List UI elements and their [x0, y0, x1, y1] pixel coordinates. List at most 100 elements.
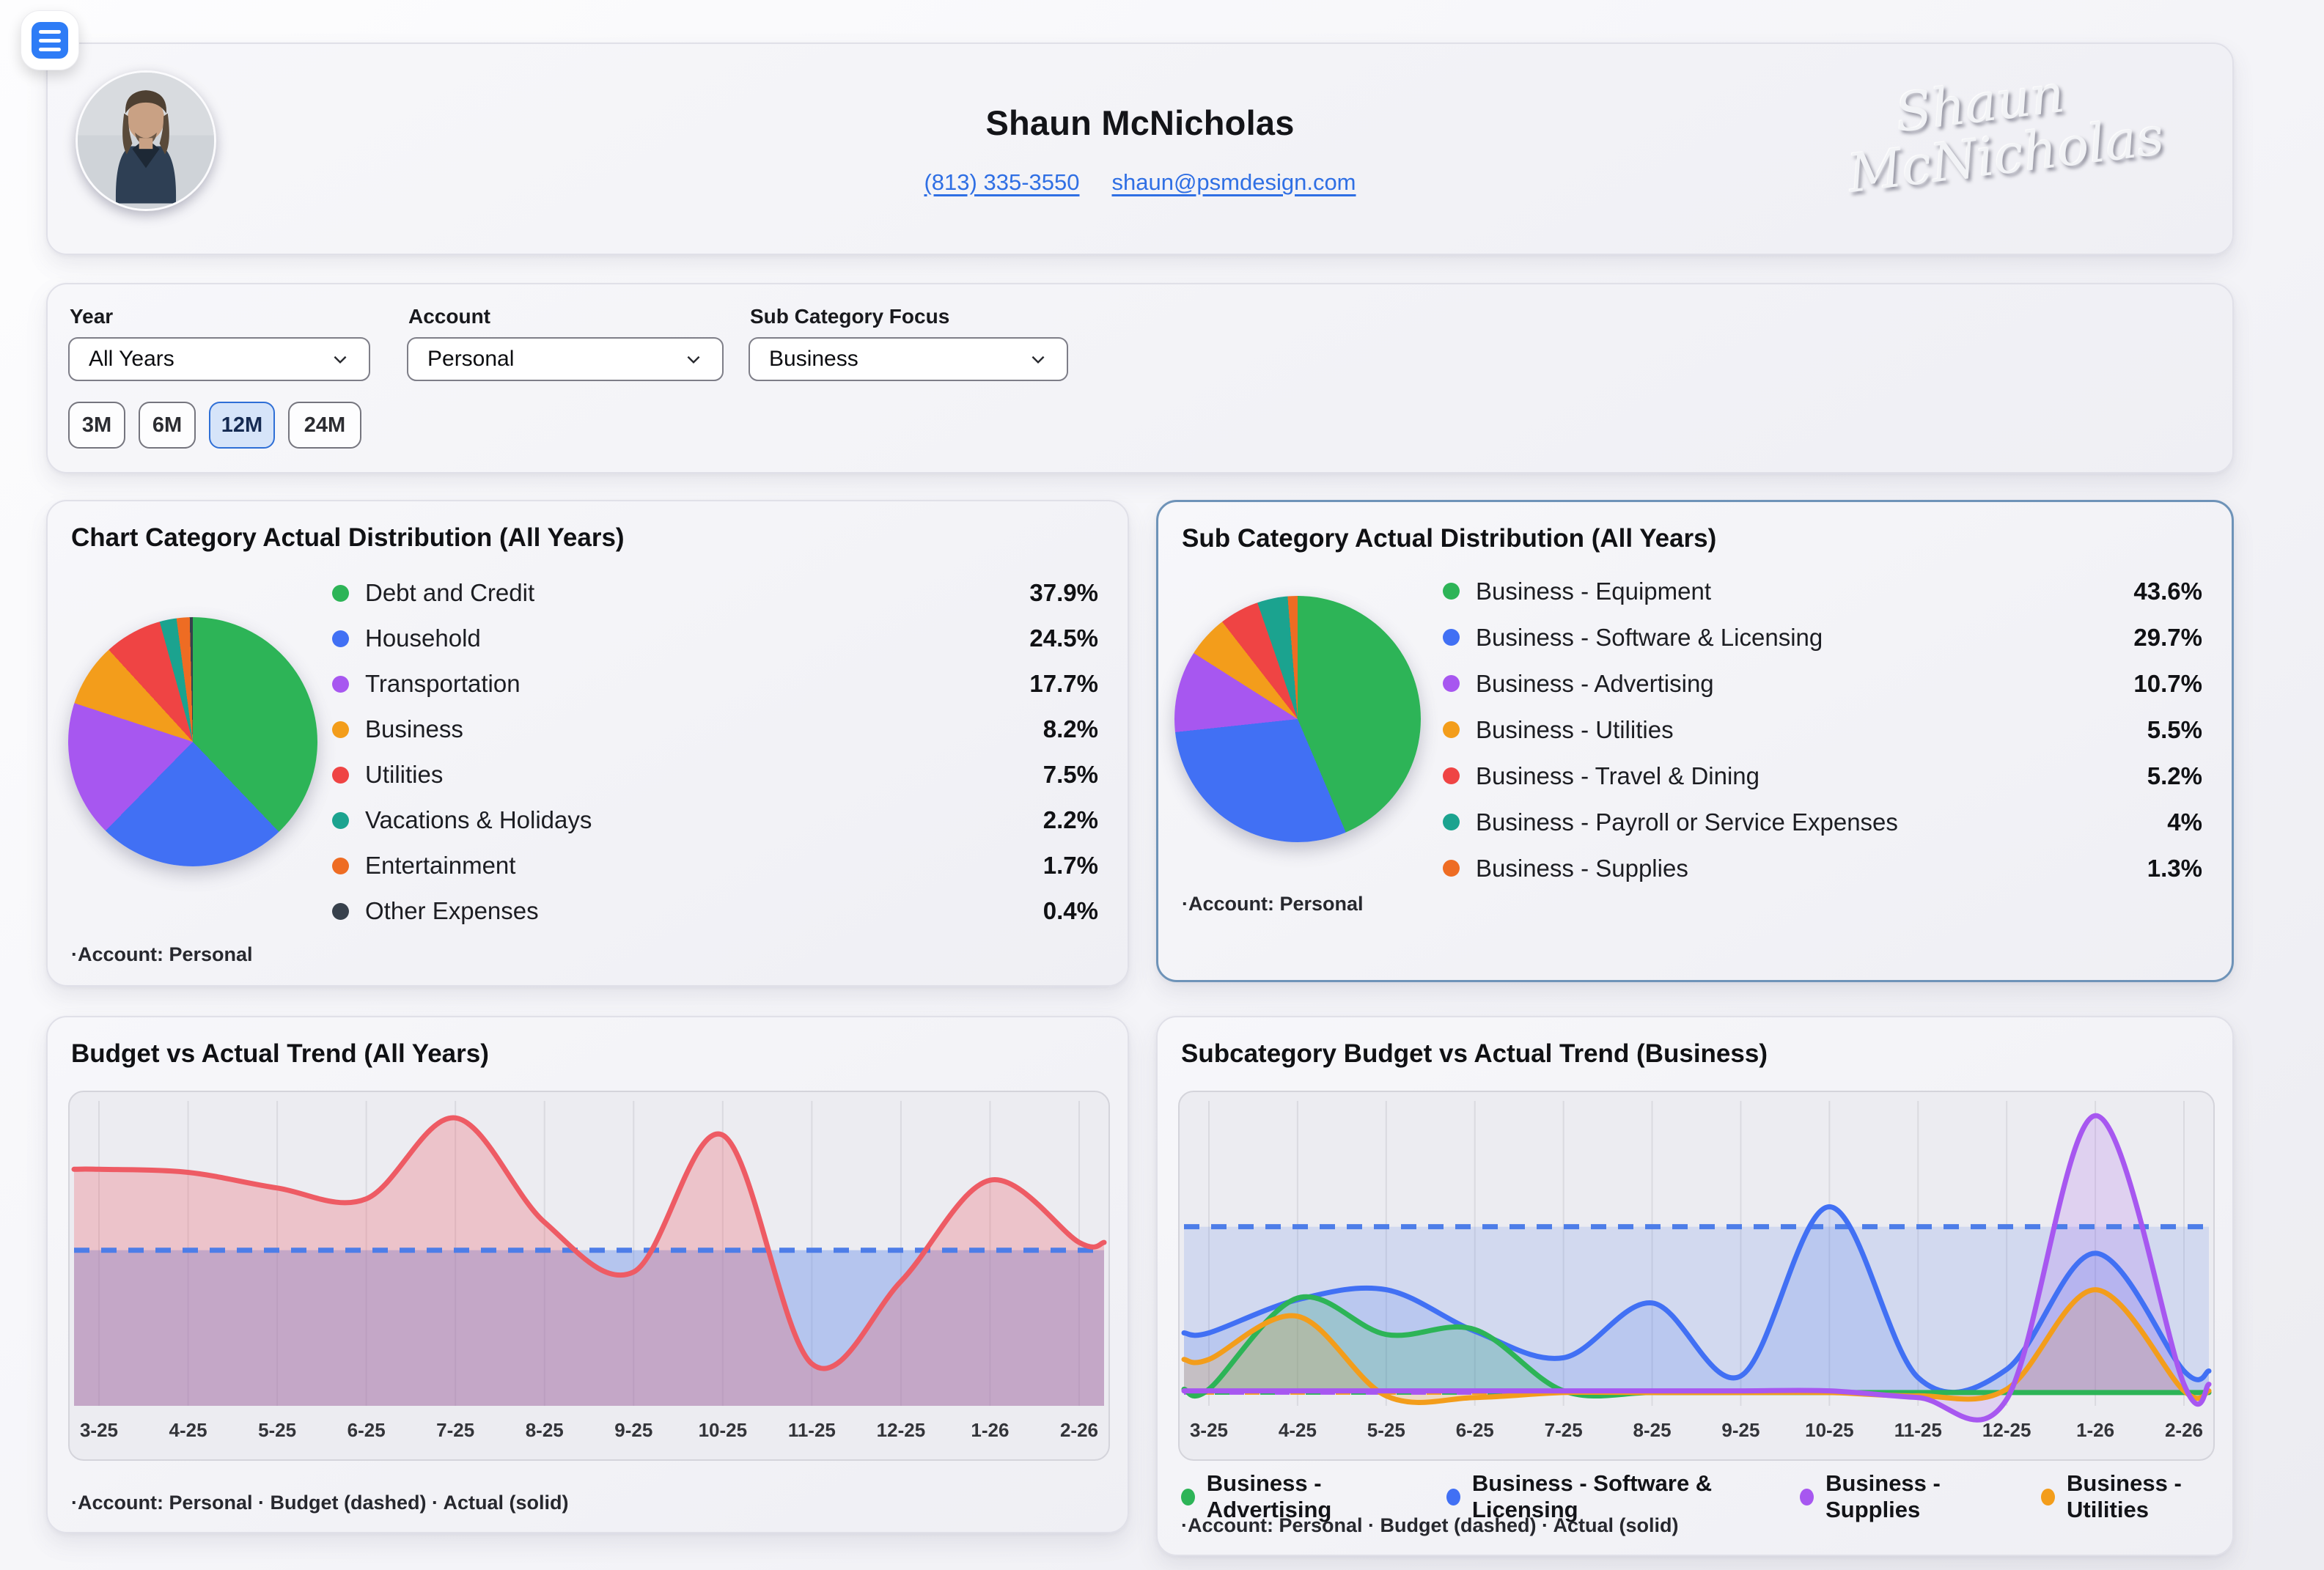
legend-row: Utilities 7.5% [332, 752, 1098, 797]
menu-button[interactable] [21, 10, 79, 70]
legend-label: Transportation [365, 670, 521, 697]
range-button-12m[interactable]: 12M [209, 402, 275, 449]
legend-color-dot [2041, 1488, 2055, 1505]
range-button-24m[interactable]: 24M [288, 402, 361, 449]
x-axis-label: 10-25 [1805, 1419, 1854, 1441]
legend-row: Business - Utilities 5.5% [1443, 707, 2202, 753]
legend-label: Other Expenses [365, 897, 539, 924]
legend-color-dot [332, 584, 349, 602]
legend-row: Business - Software & Licensing 29.7% [1443, 614, 2202, 660]
legend-item: Business - Software & Licensing [1446, 1470, 1760, 1523]
legend-row: Entertainment 1.7% [332, 843, 1098, 888]
year-select[interactable]: All Years [68, 337, 370, 381]
subcategory-trend-chart: 3-25 4-25 5-25 6-25 7-25 8-25 9-25 10-25 11-25 12… [1178, 1091, 2215, 1461]
legend-color-dot [332, 857, 349, 874]
x-axis-label: 6-25 [1456, 1419, 1494, 1441]
legend-row: Household 24.5% [332, 616, 1098, 661]
legend-label: Business - Utilities [2067, 1470, 2182, 1522]
legend-percent: 0.4% [1043, 897, 1098, 924]
phone-link[interactable]: (813) 335-3550 [924, 169, 1080, 195]
range-button-3m[interactable]: 3M [68, 402, 125, 449]
legend-color-dot [332, 766, 349, 784]
legend-label: Business - Utilities [1476, 715, 1674, 743]
legend-color-dot [332, 811, 349, 829]
legend-color-dot [1443, 629, 1460, 646]
x-axis-label: 5-25 [1367, 1419, 1405, 1441]
legend-color-dot [1443, 860, 1460, 877]
legend-row: Business - Supplies 1.3% [1443, 845, 2202, 891]
x-axis-label: 11-25 [788, 1419, 836, 1441]
legend-label: Business - Equipment [1476, 577, 1711, 605]
series-area [74, 1117, 1104, 1406]
category-pie-chart [68, 617, 317, 866]
header-card: Shaun McNicholas (813) 335-3550 shaun@ps… [46, 43, 2234, 255]
legend-item: Business - Supplies [1800, 1470, 2001, 1523]
legend-label: Business - Software & Licensing [1476, 623, 1823, 651]
legend-row: Transportation 17.7% [332, 661, 1098, 707]
contact-row: (813) 335-3550 shaun@psmdesign.com [924, 169, 1356, 196]
filters-card: Year Account Sub Category Focus All Year… [46, 283, 2234, 473]
x-axis-label: 6-25 [348, 1419, 386, 1441]
legend-color-dot [1446, 1488, 1460, 1505]
x-axis-label: 10-25 [699, 1419, 748, 1441]
subcategory-distribution-card: Sub Category Actual Distribution (All Ye… [1156, 500, 2234, 982]
x-axis-label: 4-25 [169, 1419, 207, 1441]
legend-color-dot [1181, 1488, 1195, 1505]
legend-row: Debt and Credit 37.9% [332, 570, 1098, 616]
account-label: Account [408, 305, 490, 328]
legend-percent: 29.7% [2133, 623, 2202, 651]
subcategory-focus-select[interactable]: Business [749, 337, 1068, 381]
legend-percent: 10.7% [2133, 669, 2202, 697]
x-axis-label: 3-25 [80, 1419, 118, 1441]
sub-trend-legend: Business - Advertising Business - Softwar… [1181, 1470, 2232, 1523]
legend-color-dot [332, 720, 349, 738]
legend-row: Business - Equipment 43.6% [1443, 568, 2202, 614]
legend-row: Business - Payroll or Service Expenses 4% [1443, 799, 2202, 845]
legend-percent: 1.7% [1043, 852, 1098, 879]
legend-color-dot [1443, 583, 1460, 600]
category-pie-footer: ·Account: Personal [71, 943, 253, 965]
legend-percent: 4% [2167, 808, 2202, 836]
legend-label: Business - Software & Licensing [1471, 1470, 1713, 1522]
legend-label: Business - Advertising [1476, 669, 1714, 697]
chevron-down-icon [334, 355, 347, 364]
legend-percent: 5.5% [2147, 715, 2202, 743]
subcategory-pie-title: Sub Category Actual Distribution (All Ye… [1182, 524, 1717, 553]
x-axis-label: 8-25 [526, 1419, 564, 1441]
legend-percent: 37.9% [1029, 579, 1098, 606]
range-button-6m[interactable]: 6M [139, 402, 196, 449]
x-axis-label: 11-25 [1894, 1419, 1942, 1441]
legend-label: Vacations & Holidays [365, 806, 592, 833]
category-pie-legend: Debt and Credit 37.9% Household 24.5% Transp… [332, 570, 1098, 934]
sub-trend-title: Subcategory Budget vs Actual Trend (Busi… [1181, 1039, 1768, 1068]
legend-percent: 8.2% [1043, 715, 1098, 742]
legend-label: Entertainment [365, 852, 516, 879]
chevron-down-icon [687, 355, 700, 364]
email-link[interactable]: shaun@psmdesign.com [1111, 169, 1356, 195]
legend-percent: 2.2% [1043, 806, 1098, 833]
legend-row: Business 8.2% [332, 707, 1098, 752]
legend-label: Business - Travel & Dining [1476, 762, 1759, 789]
legend-percent: 24.5% [1029, 624, 1098, 652]
category-pie-title: Chart Category Actual Distribution (All … [71, 523, 625, 552]
account-select[interactable]: Personal [407, 337, 724, 381]
legend-percent: 1.3% [2147, 854, 2202, 882]
legend-label: Debt and Credit [365, 579, 535, 606]
chevron-down-icon [1032, 355, 1045, 364]
legend-row: Business - Advertising 10.7% [1443, 660, 2202, 707]
x-axis-label: 7-25 [436, 1419, 474, 1441]
series-area [1184, 1116, 2209, 1420]
subcategory-focus-label: Sub Category Focus [750, 305, 950, 328]
x-axis-label: 12-25 [877, 1419, 926, 1441]
x-axis-label: 2-26 [1060, 1419, 1098, 1441]
legend-percent: 43.6% [2133, 577, 2202, 605]
legend-item: Business - Advertising [1181, 1470, 1407, 1523]
legend-label: Business - Advertising [1206, 1470, 1332, 1522]
account-select-value: Personal [427, 347, 515, 371]
legend-color-dot [1443, 814, 1460, 830]
legend-color-dot [1443, 675, 1460, 692]
category-distribution-card: Chart Category Actual Distribution (All … [46, 500, 1129, 987]
trend-title: Budget vs Actual Trend (All Years) [71, 1039, 489, 1068]
legend-label: Utilities [365, 761, 444, 788]
avatar-image [78, 73, 214, 209]
